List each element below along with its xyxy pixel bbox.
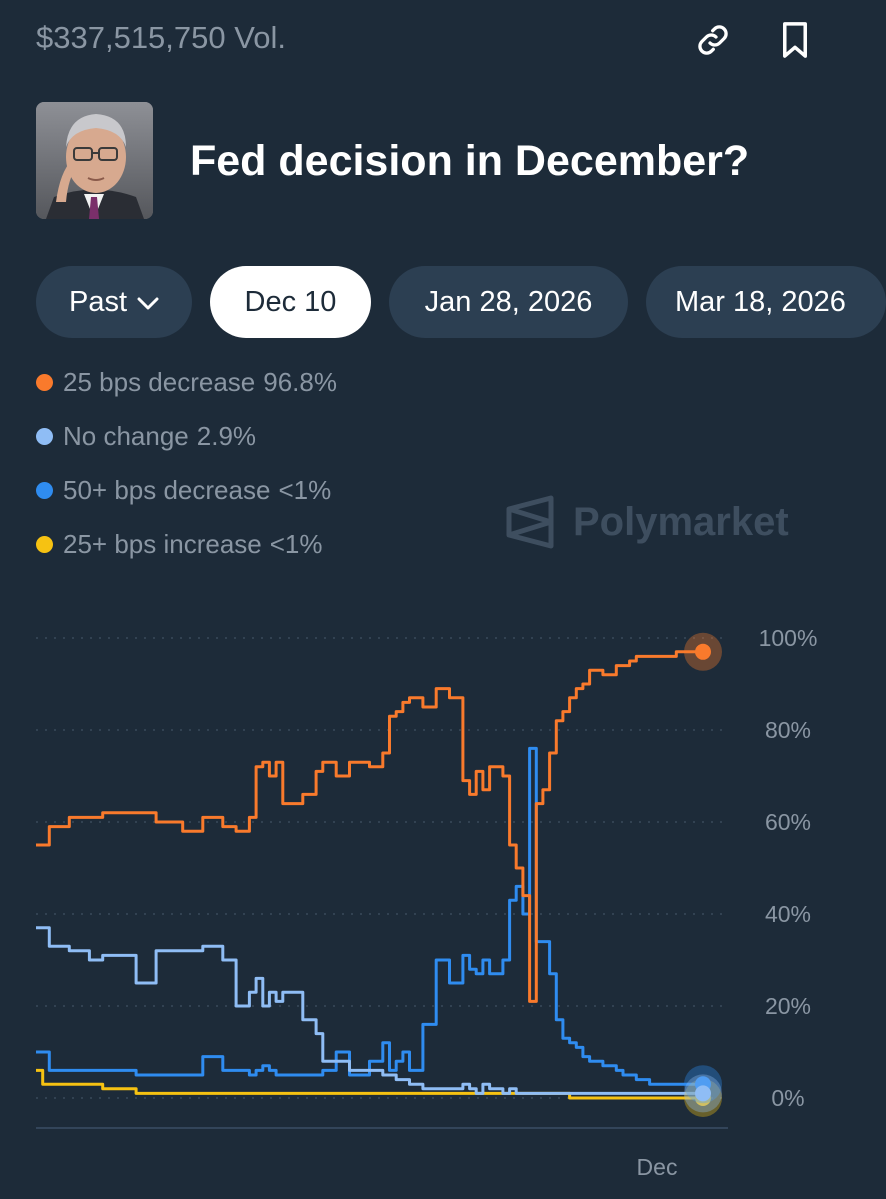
legend-label: 25 bps decrease bbox=[63, 366, 256, 397]
legend-item[interactable]: 50+ bps decrease <1% bbox=[36, 470, 331, 510]
tab-mar-18-label: Mar 18, 2026 bbox=[675, 285, 846, 318]
legend-dot bbox=[36, 427, 53, 445]
legend-dot bbox=[36, 481, 53, 499]
series-line bbox=[36, 650, 703, 1003]
polymarket-logo-icon bbox=[506, 495, 554, 549]
y-tick-label: 0% bbox=[771, 1085, 804, 1111]
date-tabs: Past Dec 10 Jan 28, 2026 Mar 18, 2026 bbox=[36, 266, 886, 338]
legend-label: No change bbox=[63, 420, 189, 451]
tab-jan-28-2026[interactable]: Jan 28, 2026 bbox=[389, 266, 628, 338]
legend-dot bbox=[36, 373, 53, 391]
y-tick-label: 100% bbox=[759, 625, 818, 651]
legend-label: 25+ bps increase bbox=[63, 528, 262, 559]
market-title: Fed decision in December? bbox=[190, 137, 750, 185]
tab-past-label: Past bbox=[68, 285, 128, 318]
probability-chart: 100% 80% 60% 40% 20% 0% Dec bbox=[36, 625, 818, 1180]
watermark-text: Polymarket bbox=[573, 499, 789, 544]
y-tick-label: 40% bbox=[765, 901, 811, 927]
tab-mar-18-2026[interactable]: Mar 18, 2026 bbox=[646, 266, 886, 338]
chevron-down-icon bbox=[137, 286, 159, 319]
tab-dec-10[interactable]: Dec 10 bbox=[210, 266, 371, 338]
market-avatar bbox=[36, 102, 153, 219]
legend-value: 96.8% bbox=[263, 366, 337, 397]
legend-item[interactable]: 25 bps decrease 96.8% bbox=[36, 362, 337, 402]
series-line bbox=[36, 746, 703, 1086]
volume-label: $337,515,750 Vol. bbox=[36, 20, 286, 55]
tab-dec-10-label: Dec 10 bbox=[244, 285, 337, 318]
tab-past[interactable]: Past bbox=[36, 266, 192, 338]
y-tick-label: 80% bbox=[765, 717, 811, 743]
legend-dot bbox=[36, 535, 53, 553]
series-line bbox=[36, 926, 703, 1095]
legend-value: <1% bbox=[278, 474, 332, 505]
series-end-point bbox=[695, 1085, 711, 1102]
tab-jan-28-label: Jan 28, 2026 bbox=[424, 285, 593, 318]
x-tick-label: Dec bbox=[637, 1154, 678, 1180]
polymarket-watermark: Polymarket bbox=[505, 495, 789, 549]
y-tick-label: 20% bbox=[765, 993, 811, 1019]
legend-label: 50+ bps decrease bbox=[63, 474, 271, 505]
link-icon[interactable] bbox=[693, 20, 733, 60]
legend-item[interactable]: 25+ bps increase <1% bbox=[36, 524, 323, 564]
y-tick-label: 60% bbox=[765, 809, 811, 835]
bookmark-icon[interactable] bbox=[775, 20, 815, 60]
legend-value: 2.9% bbox=[196, 420, 257, 451]
legend-value: <1% bbox=[269, 528, 323, 559]
series-end-point bbox=[695, 643, 711, 660]
legend-item[interactable]: No change 2.9% bbox=[36, 416, 256, 456]
